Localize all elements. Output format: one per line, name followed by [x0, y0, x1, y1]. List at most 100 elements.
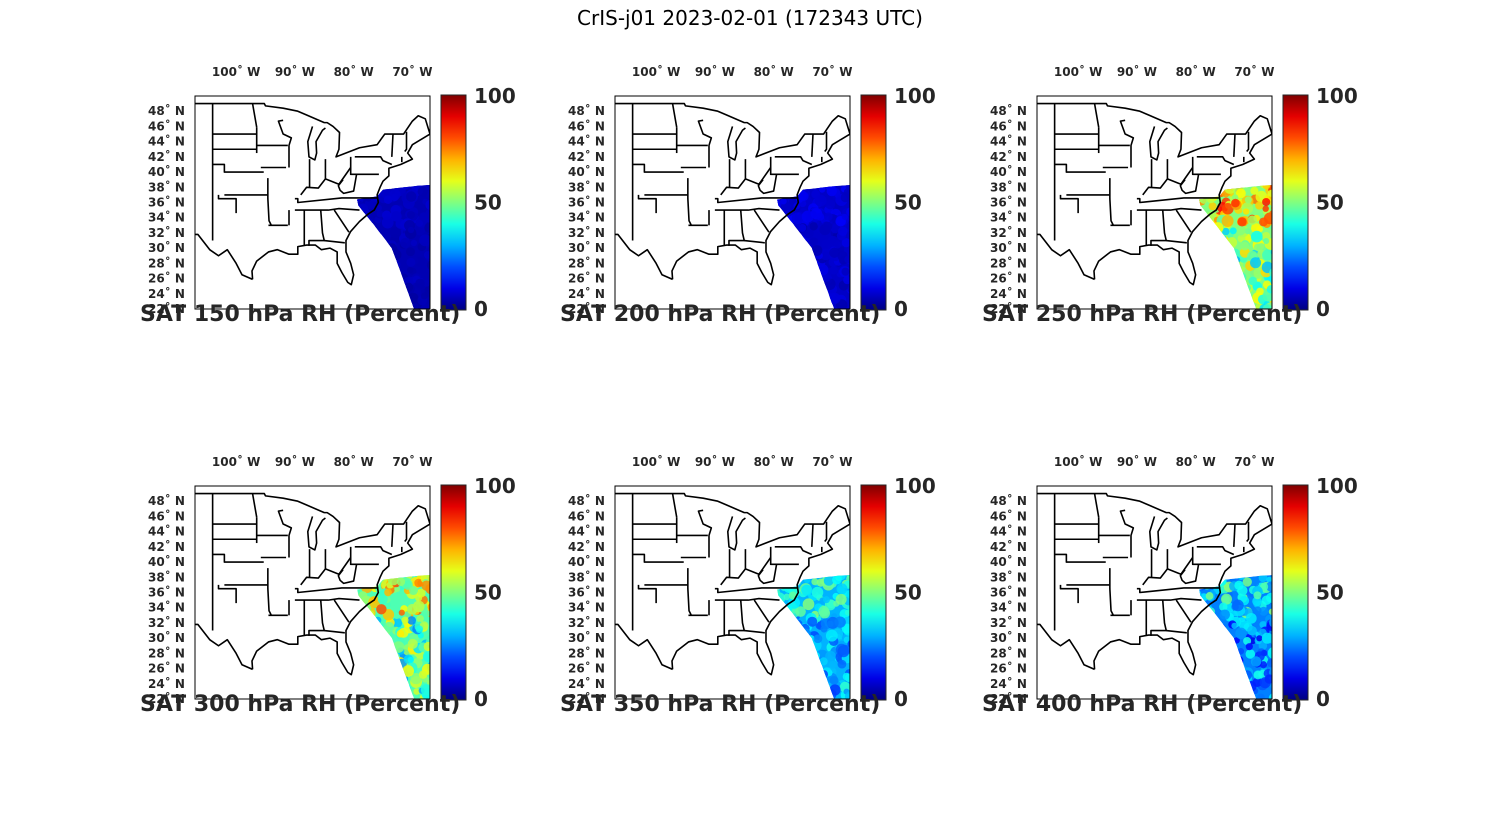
panel-title: SAT 200 hPa RH (Percent)	[560, 302, 881, 327]
lon-tick-label: 80˚ W	[334, 454, 374, 469]
map-panel: 100˚ W 90˚ W 80˚ W 70˚ W 48˚ N 46˚ N 44˚ N 42˚ …	[982, 50, 1402, 350]
rh-sample	[1266, 658, 1272, 668]
rh-sample	[788, 596, 801, 609]
rh-sample	[384, 621, 395, 633]
rh-sample	[839, 644, 850, 655]
rh-sample	[795, 606, 806, 617]
colorbar-tick-label: 0	[894, 297, 908, 321]
colorbar	[1282, 484, 1309, 701]
lon-tick-label: 90˚ W	[695, 64, 735, 79]
rh-sample	[1205, 592, 1214, 600]
map-plot: 100˚ W 90˚ W 80˚ W 70˚ W 48˚ N46˚ N44˚ N42˚ …	[568, 64, 936, 321]
coastlines	[615, 102, 850, 286]
rh-sample	[407, 266, 414, 274]
rh-sample	[832, 575, 842, 585]
rh-sample	[824, 212, 833, 221]
coastlines	[1037, 102, 1272, 286]
map-plot: 100˚ W 90˚ W 80˚ W 70˚ W 48˚ N46˚ N44˚ N42˚ …	[990, 454, 1358, 711]
rh-sample	[819, 248, 832, 261]
rh-sample	[1250, 223, 1262, 234]
rh-sample	[1221, 202, 1234, 215]
map-frame	[194, 95, 431, 310]
rh-sample	[840, 192, 850, 203]
rh-sample	[1248, 276, 1258, 286]
rh-sample	[1232, 599, 1244, 612]
lat-tick-label: 40˚ N	[990, 164, 1027, 179]
rh-sample	[419, 234, 430, 247]
lat-tick-label: 24˚ N	[148, 286, 185, 301]
rh-sample	[405, 247, 415, 257]
lat-tick-label: 32˚ N	[568, 225, 605, 240]
rh-sample	[407, 616, 416, 625]
rh-sample	[811, 586, 824, 599]
lat-tick-label: 42˚ N	[568, 539, 605, 554]
map-plot: 100˚ W 90˚ W 80˚ W 70˚ W 48˚ N46˚ N44˚ N42˚ …	[148, 454, 516, 711]
colorbar	[440, 94, 467, 311]
rh-sample	[417, 186, 428, 197]
colorbar-tick-label: 50	[894, 581, 922, 605]
rh-sample	[822, 596, 830, 604]
rh-sample	[422, 650, 430, 663]
lat-tick-label: 46˚ N	[990, 118, 1027, 133]
rh-sample	[846, 575, 850, 582]
lat-tick-label: 30˚ N	[990, 630, 1027, 645]
rh-sample	[819, 657, 828, 666]
rh-sample	[376, 604, 387, 615]
rh-sample	[401, 616, 409, 624]
rh-sample	[1268, 647, 1272, 655]
rh-sample	[425, 199, 430, 211]
rh-sample	[1222, 227, 1230, 236]
colorbar-tick-label: 100	[474, 474, 516, 498]
rh-sample	[841, 238, 850, 248]
colorbar-tick-label: 0	[1316, 297, 1330, 321]
lon-tick-label: 100˚ W	[1054, 454, 1102, 469]
rh-sample	[1264, 674, 1272, 684]
lat-tick-label: 24˚ N	[568, 676, 605, 691]
lat-tick-label: 28˚ N	[990, 255, 1027, 270]
lat-tick-label: 34˚ N	[990, 600, 1027, 615]
rh-sample	[1268, 209, 1272, 220]
colorbar-tick-label: 50	[474, 191, 502, 215]
rh-sample	[426, 679, 430, 686]
lat-tick-label: 38˚ N	[148, 569, 185, 584]
lat-tick-label: 26˚ N	[148, 271, 185, 286]
rh-sample	[1242, 208, 1250, 215]
lat-tick-label: 46˚ N	[148, 508, 185, 523]
lat-tick-label: 42˚ N	[148, 149, 185, 164]
colorbar-tick-label: 100	[894, 84, 936, 108]
colorbar-tick-label: 0	[894, 687, 908, 711]
rh-sample	[415, 625, 424, 633]
lat-tick-label: 38˚ N	[990, 179, 1027, 194]
rh-sample	[816, 578, 825, 587]
rh-sample	[1247, 625, 1257, 636]
lat-tick-label: 22˚ N	[568, 301, 605, 316]
lat-tick-label: 26˚ N	[148, 661, 185, 676]
lon-tick-label: 90˚ W	[275, 454, 315, 469]
lat-tick-label: 42˚ N	[990, 539, 1027, 554]
lat-tick-label: 46˚ N	[990, 508, 1027, 523]
rh-sample	[405, 191, 417, 202]
rh-sample	[1258, 217, 1268, 227]
rh-sample	[1267, 189, 1272, 197]
rh-sample	[429, 626, 430, 634]
rh-sample	[418, 266, 426, 274]
lat-tick-label: 42˚ N	[148, 539, 185, 554]
lat-tick-label: 30˚ N	[990, 240, 1027, 255]
rh-sample	[406, 604, 418, 615]
panel-title: SAT 350 hPa RH (Percent)	[560, 692, 881, 717]
lat-tick-label: 22˚ N	[148, 691, 185, 706]
lat-tick-label: 30˚ N	[568, 630, 605, 645]
panel-title: SAT 300 hPa RH (Percent)	[140, 692, 461, 717]
colorbar-tick-label: 0	[474, 297, 488, 321]
lat-tick-label: 34˚ N	[148, 600, 185, 615]
rh-sample	[375, 204, 382, 212]
rh-sample	[1244, 228, 1251, 235]
colorbar-tick-label: 50	[1316, 191, 1344, 215]
rh-sample	[420, 292, 428, 300]
colorbar-tick-label: 0	[1316, 687, 1330, 711]
coastlines	[615, 492, 850, 676]
rh-sample	[1253, 591, 1262, 600]
colorbar	[440, 484, 467, 701]
rh-sample	[811, 578, 819, 586]
lon-tick-label: 80˚ W	[1176, 454, 1216, 469]
